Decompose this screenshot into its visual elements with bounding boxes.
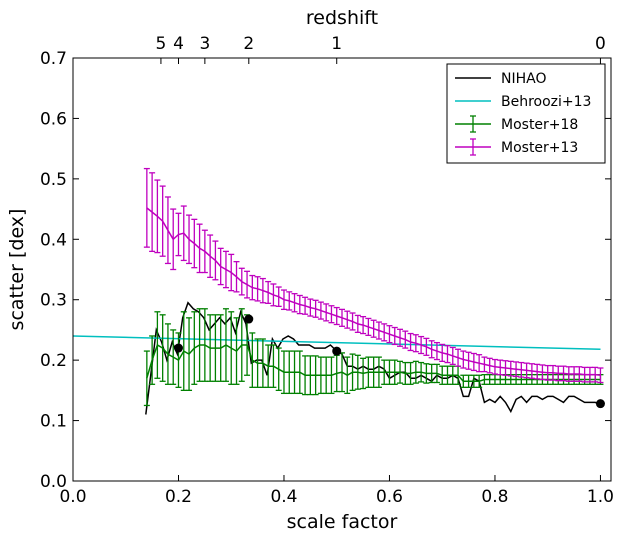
redshift-marker xyxy=(244,314,254,324)
y-tick-label: 0.6 xyxy=(40,109,67,129)
moster-13-line xyxy=(146,207,601,377)
x-tick-label: 1.0 xyxy=(587,487,614,507)
top-tick-label: 4 xyxy=(173,34,184,54)
behroozi-13-line xyxy=(73,335,601,351)
moster-18-line xyxy=(146,343,601,383)
top-axis-label: redshift xyxy=(306,7,378,29)
x-axis-label: scale factor xyxy=(287,511,398,533)
legend-label-moster-13: Moster+13 xyxy=(501,140,578,156)
x-tick-label: 0.4 xyxy=(270,487,297,507)
series-group xyxy=(73,167,604,415)
top-tick-label: 3 xyxy=(199,34,210,54)
axes: 0.0 0.2 0.4 0.6 0.8 1.0 0.0 0.1 0.2 0.3 0.4 0.5 0.6 0… xyxy=(40,34,614,507)
top-tick-label: 0 xyxy=(595,34,606,54)
legend-label-moster-18: Moster+18 xyxy=(501,117,578,133)
y-tick-label: 0.3 xyxy=(40,291,67,311)
x-tick-label: 0.0 xyxy=(59,487,86,507)
legend-label-nihao: NIHAO xyxy=(501,71,546,87)
y-tick-label: 0.4 xyxy=(40,230,67,250)
y-tick-label: 0.1 xyxy=(40,412,67,432)
y-tick-label: 0.5 xyxy=(40,170,67,190)
redshift-marker xyxy=(332,346,342,356)
top-tick-label: 5 xyxy=(156,34,167,54)
y-axis-label: scatter [dex] xyxy=(6,209,28,331)
top-tick-label: 2 xyxy=(243,34,254,54)
top-tick-label: 1 xyxy=(331,34,342,54)
legend-label-behroozi-13: Behroozi+13 xyxy=(501,94,591,110)
x-tick-label: 0.6 xyxy=(376,487,403,507)
plot-area xyxy=(73,167,605,415)
plot-frame xyxy=(72,57,612,482)
x-tick-label: 0.8 xyxy=(481,487,508,507)
y-tick-label: 0.7 xyxy=(40,49,67,69)
x-tick-label: 0.2 xyxy=(165,487,192,507)
redshift-marker xyxy=(595,399,605,409)
y-tick-label: 0.2 xyxy=(40,351,67,371)
legend: NIHAO Behroozi+13 Moster+18 Moster+13 xyxy=(446,63,606,164)
redshift-marker xyxy=(173,343,183,353)
y-tick-label: 0.0 xyxy=(40,472,67,492)
